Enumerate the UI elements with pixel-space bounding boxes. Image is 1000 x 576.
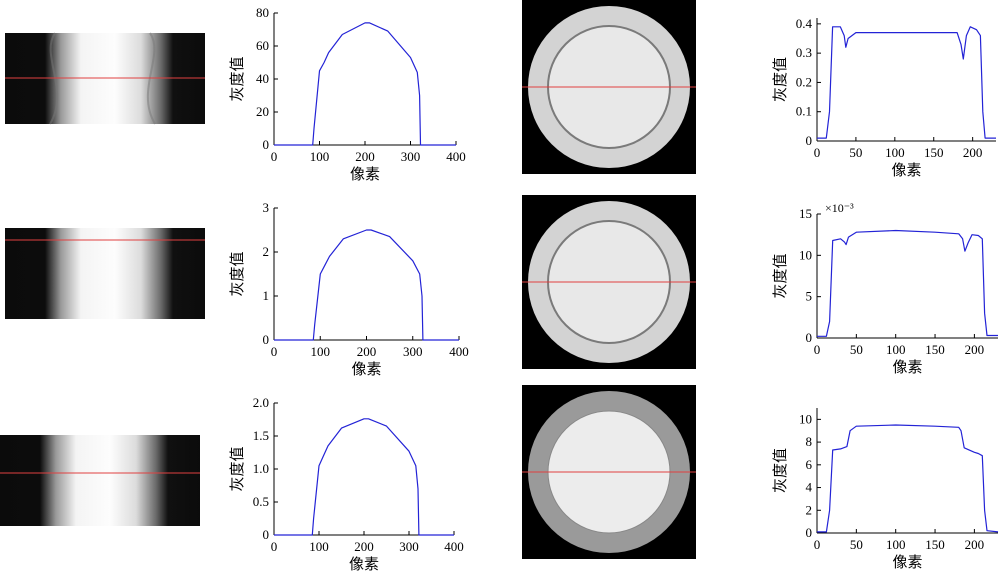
y-tick-label: 40 [256,71,269,86]
y-tick-label: 15 [799,206,812,221]
y-axis-label: 灰度值 [228,251,246,296]
y-tick-label: 0.3 [796,45,812,60]
y-tick-label: 8 [806,434,813,449]
x-axis-label: 像素 [350,165,380,183]
y-axis-label: 灰度值 [771,253,789,298]
y-tick-label: 80 [256,5,269,20]
y-tick-label: 20 [256,104,269,119]
series-line [274,418,454,536]
x-tick-label: 150 [925,342,945,357]
chart-profile-r3: 0 100 200 300 400 0 0.5 1.0 1.5 2.0 像素 灰度值 [228,395,464,573]
y-axis-label: 灰度值 [771,448,789,493]
y-tick-label: 0.4 [796,16,813,31]
y-tick-label: 2.0 [253,395,269,410]
y-tick-label: 1.0 [253,461,269,476]
x-tick-label: 50 [849,145,862,160]
y-tick-label: 2 [263,244,270,259]
x-tick-label: 200 [354,539,374,554]
y-tick-label: 0.5 [253,494,269,509]
y-tick-label: 0.1 [796,104,812,119]
y-tick-label: 0 [263,137,270,152]
x-axis-label: 像素 [892,553,922,571]
chart-profile-r1: 0 100 200 300 400 0 20 40 60 80 像素 灰度值 [228,5,466,183]
y-tick-label: 1 [263,288,270,303]
x-axis-label: 像素 [892,358,922,376]
y-tick-label: 6 [806,457,813,472]
y-tick-label: 0.2 [796,74,812,89]
y-multiplier-label: ×10⁻³ [825,201,854,215]
x-tick-label: 0 [271,344,278,359]
x-axis-label: 像素 [891,161,921,179]
x-tick-label: 200 [965,342,985,357]
x-tick-label: 300 [401,149,421,164]
series-line [817,229,998,337]
projection-image-r2 [5,228,205,319]
y-axis-label: 灰度值 [228,56,246,101]
chart-section-r3: 0 50 100 150 200 0 2 4 6 8 10 像素 灰度值 [771,408,999,571]
x-tick-label: 300 [403,344,423,359]
x-tick-label: 100 [886,537,906,552]
x-tick-label: 0 [814,145,821,160]
chart-profile-r2: 0 100 200 300 400 0 1 2 3 像素 灰度值 [228,200,469,378]
x-tick-label: 100 [309,539,329,554]
x-tick-label: 100 [885,145,905,160]
y-tick-label: 1.5 [253,428,269,443]
x-tick-label: 0 [814,537,821,552]
series-line [817,26,996,139]
x-tick-label: 200 [963,145,983,160]
y-tick-label: 2 [806,502,813,517]
y-tick-label: 5 [806,289,813,304]
x-tick-label: 100 [886,342,906,357]
cross-section-image-r1 [522,0,696,174]
series-line [274,229,459,341]
x-tick-label: 200 [355,149,375,164]
x-axis-label: 像素 [349,555,379,573]
chart-section-r2: 0 50 100 150 200 0 5 10 15 像素 灰度值 ×10⁻³ [771,201,998,376]
y-tick-label: 0 [806,525,813,540]
y-tick-label: 10 [799,247,812,262]
x-tick-label: 100 [311,344,331,359]
series-line [817,424,999,533]
x-axis-label: 像素 [351,360,381,378]
cross-section-image-r2 [522,195,696,369]
x-tick-label: 200 [965,537,985,552]
x-tick-label: 150 [925,537,945,552]
x-tick-label: 400 [444,539,464,554]
y-axis-label: 灰度值 [228,446,246,491]
x-tick-label: 0 [271,149,278,164]
x-tick-label: 150 [924,145,944,160]
y-tick-label: 4 [806,480,813,495]
y-tick-label: 0 [806,330,813,345]
y-tick-label: 60 [256,38,269,53]
y-axis-label: 灰度值 [771,57,789,102]
y-tick-label: 0 [806,133,813,148]
x-tick-label: 400 [446,149,466,164]
y-tick-label: 3 [263,200,270,215]
y-tick-label: 0 [263,332,270,347]
x-tick-label: 300 [399,539,419,554]
x-tick-label: 50 [850,537,863,552]
x-tick-label: 100 [310,149,330,164]
y-tick-label: 0 [263,527,270,542]
x-tick-label: 400 [449,344,469,359]
x-tick-label: 0 [271,539,278,554]
x-tick-label: 0 [814,342,821,357]
cross-section-image-r3 [522,385,696,559]
x-tick-label: 50 [850,342,863,357]
chart-section-r1: 0 50 100 150 200 0 0.1 0.2 0.3 0.4 像素 灰度值 [771,16,996,179]
x-tick-label: 200 [357,344,377,359]
projection-image-r1 [5,32,205,125]
series-line [274,22,456,146]
y-tick-label: 10 [799,411,812,426]
projection-image-r3 [0,435,200,526]
